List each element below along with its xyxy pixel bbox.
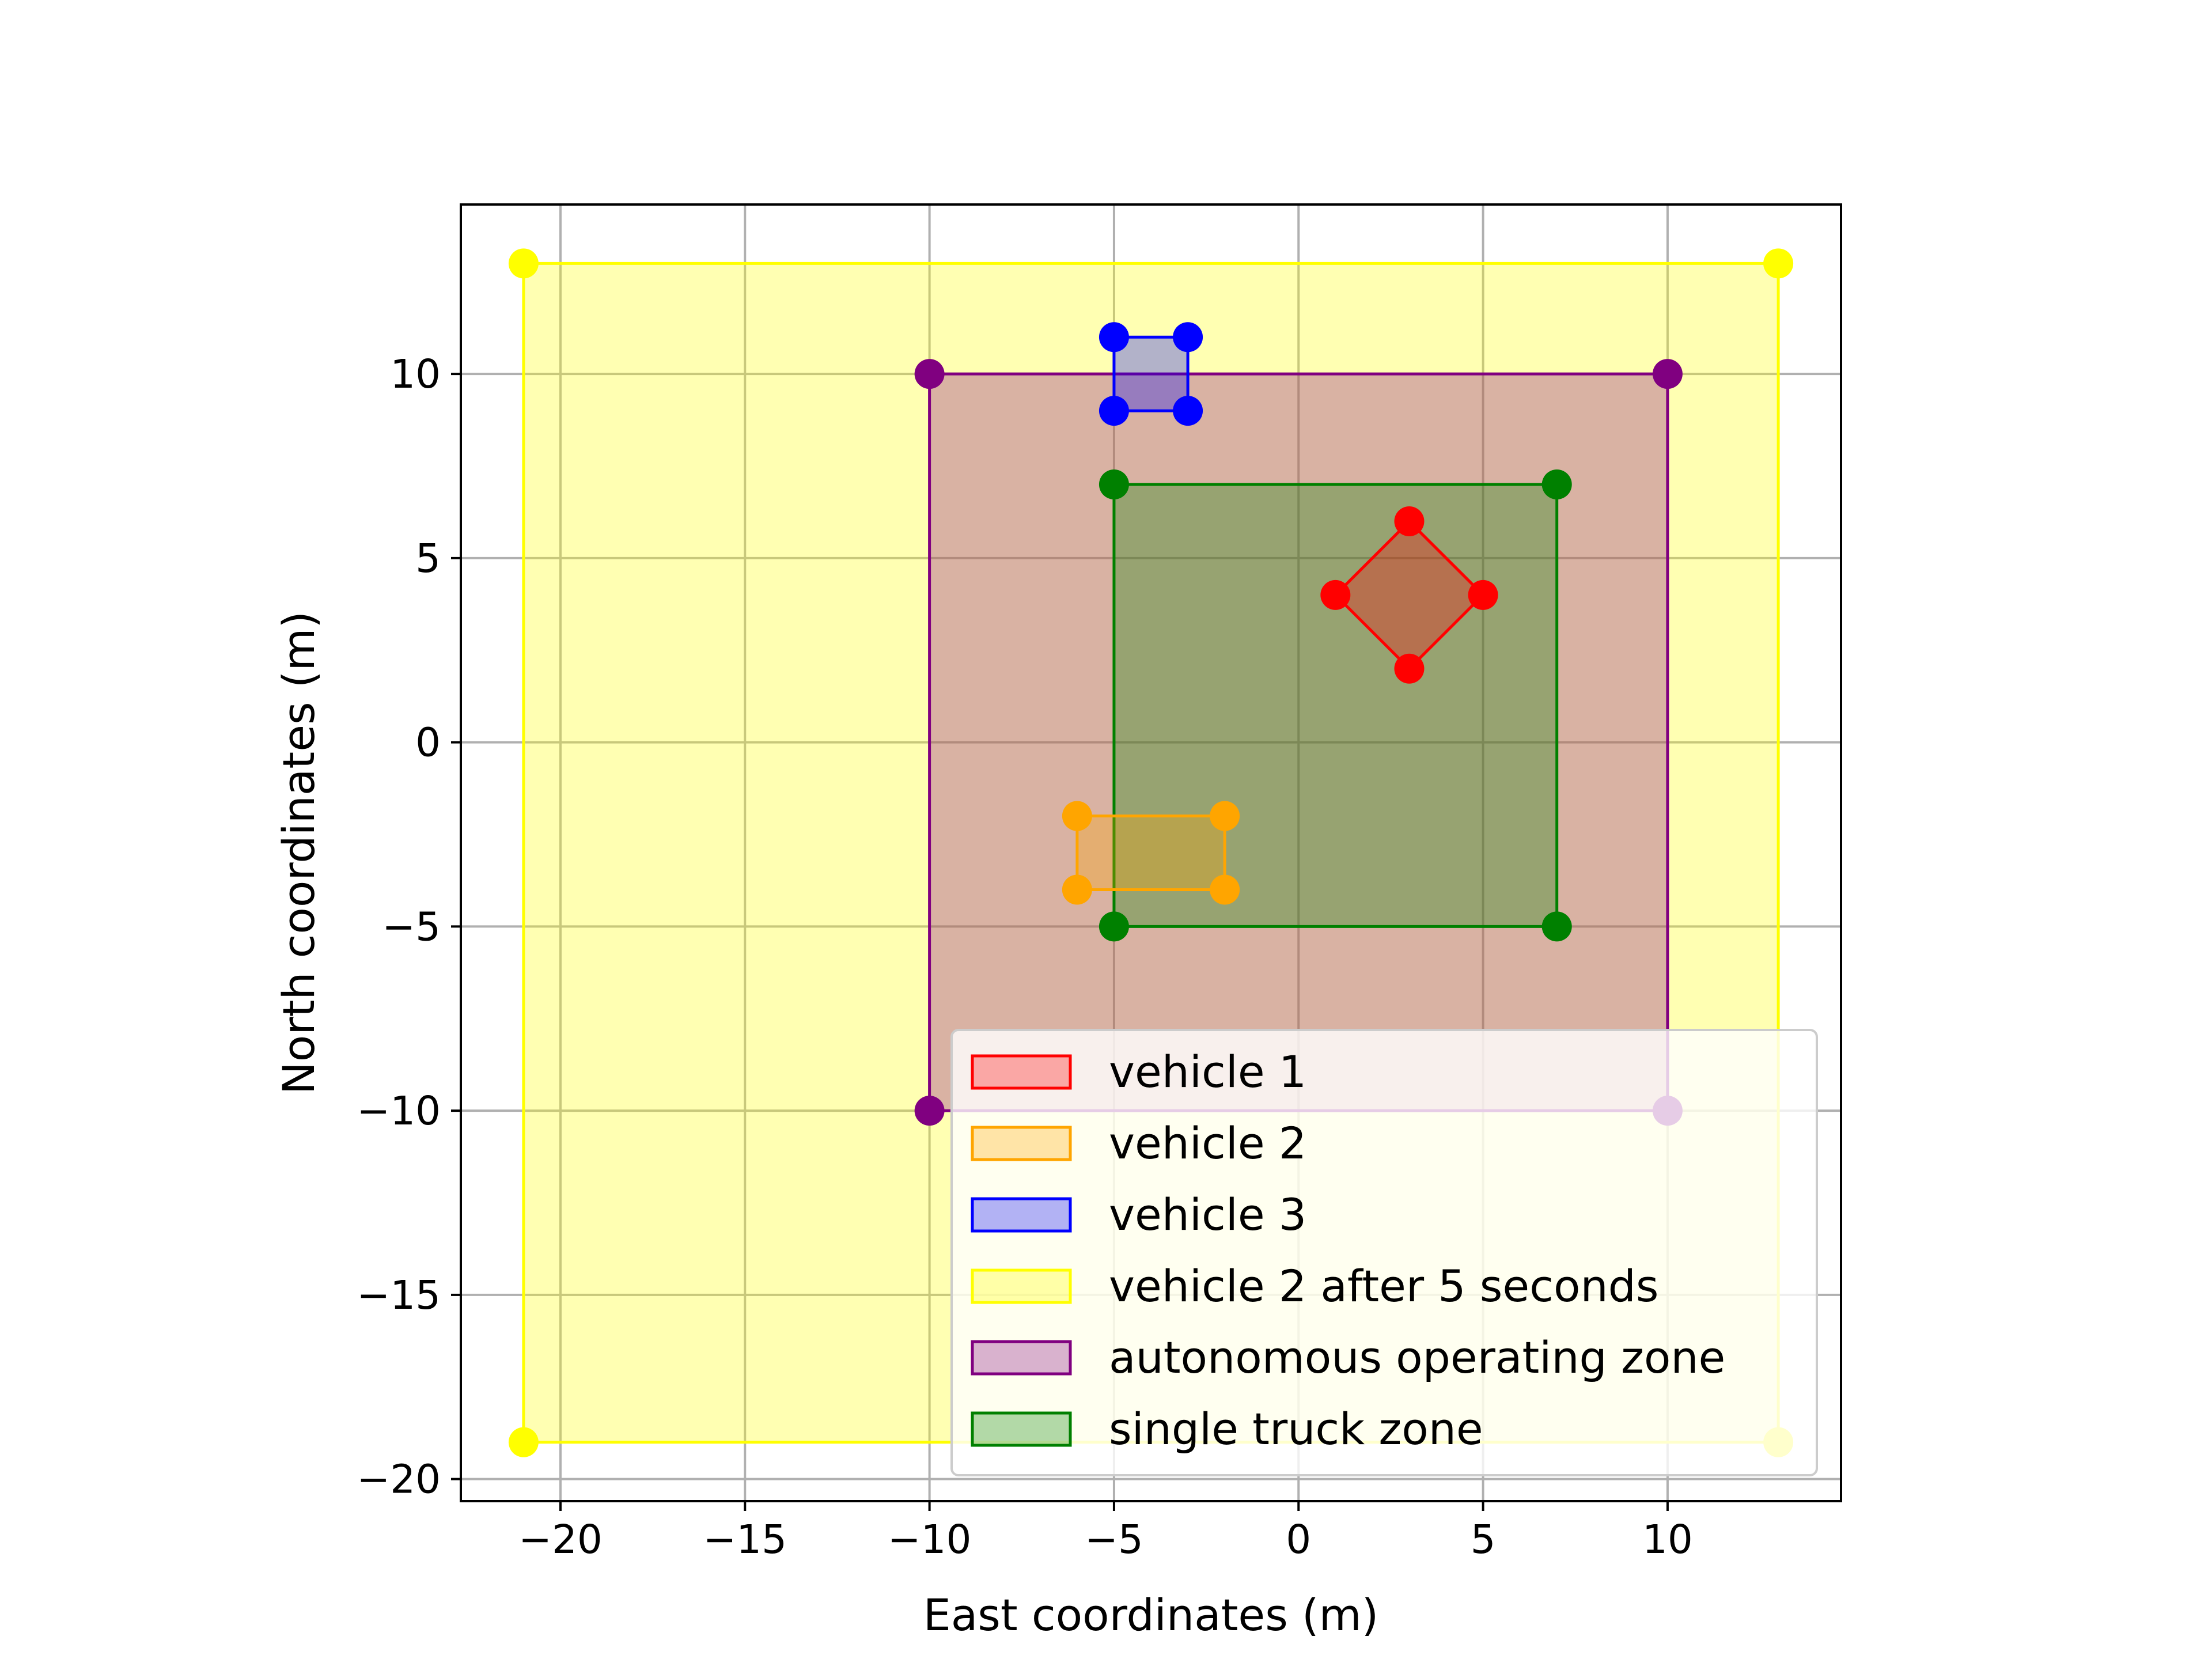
legend-swatch (971, 1054, 1072, 1090)
x-tick-label: 10 (1642, 1517, 1693, 1563)
vertex-point (1099, 322, 1129, 353)
series-vehicle-2 (1062, 801, 1240, 905)
series-vehicle-3 (1099, 322, 1203, 426)
legend-label: vehicle 2 after 5 seconds (1109, 1260, 1658, 1312)
vertex-point (1099, 911, 1129, 942)
vertex-point (1099, 396, 1129, 426)
legend-swatch (971, 1411, 1072, 1447)
x-axis-label: East coordinates (m) (923, 1589, 1379, 1641)
legend-item-vehicle-3: vehicle 3 (971, 1189, 1306, 1240)
y-tick-label: −5 (382, 904, 441, 950)
y-tick-label: 10 (390, 351, 441, 397)
legend-swatch (971, 1197, 1072, 1233)
legend-label: vehicle 3 (1109, 1189, 1306, 1240)
legend-item-single-truck-zone: single truck zone (971, 1403, 1483, 1455)
vertex-point (1394, 506, 1425, 536)
legend-item-vehicle-1: vehicle 1 (971, 1046, 1306, 1097)
vertex-point (1541, 911, 1572, 942)
axis-ticks: −20 −15 −10 −5 0 5 10 10 5 0 −5 −10 −15 −20 (357, 351, 1692, 1563)
vertex-point (1173, 396, 1203, 426)
legend-label: vehicle 1 (1109, 1046, 1306, 1097)
y-tick-label: −20 (357, 1457, 441, 1503)
vertex-point (1652, 359, 1683, 389)
x-tick-label: −15 (703, 1517, 787, 1563)
x-tick-label: −5 (1085, 1517, 1143, 1563)
legend-swatch (971, 1126, 1072, 1161)
y-tick-label: 0 (415, 720, 441, 766)
legend: vehicle 1 vehicle 2 vehicle 3 vehicle 2 aft… (950, 1029, 1818, 1476)
legend-item-vehicle-2-after-5-seconds: vehicle 2 after 5 seconds (971, 1260, 1658, 1312)
x-tick-label: 5 (1471, 1517, 1496, 1563)
vertex-point (914, 359, 945, 389)
vertex-point (1173, 322, 1203, 353)
y-tick-label: −15 (357, 1272, 441, 1319)
vertex-point (1210, 874, 1240, 905)
vertex-point (1468, 579, 1498, 610)
legend-label: single truck zone (1109, 1403, 1483, 1455)
legend-item-autonomous-operating-zone: autonomous operating zone (971, 1332, 1725, 1383)
vertex-point (1320, 579, 1351, 610)
vertex-point (1099, 469, 1129, 500)
legend-box (950, 1029, 1818, 1476)
x-tick-label: −10 (888, 1517, 972, 1563)
vertex-point (508, 1427, 539, 1457)
vertex-point (1763, 248, 1794, 279)
y-tick-label: 5 (415, 536, 441, 582)
vertex-point (914, 1096, 945, 1126)
vertex-point (1062, 874, 1092, 905)
legend-label: vehicle 2 (1109, 1118, 1306, 1169)
vertex-point (508, 248, 539, 279)
y-tick-label: −10 (357, 1088, 441, 1134)
vertex-point (1062, 801, 1092, 831)
vertex-point (1541, 469, 1572, 500)
series-vehicle-1 (1320, 506, 1498, 684)
legend-label: autonomous operating zone (1109, 1332, 1725, 1383)
x-tick-label: −20 (518, 1517, 603, 1563)
x-tick-label: 0 (1286, 1517, 1311, 1563)
vertex-point (1210, 801, 1240, 831)
legend-swatch (971, 1268, 1072, 1304)
zone-polygon (1112, 335, 1190, 412)
zone-polygon (1075, 815, 1226, 891)
legend-item-vehicle-2: vehicle 2 (971, 1118, 1306, 1169)
legend-swatch (971, 1340, 1072, 1376)
y-axis-label: North coordinates (m) (273, 611, 324, 1094)
vertex-point (1394, 653, 1425, 684)
plot-frame (460, 203, 1842, 1502)
